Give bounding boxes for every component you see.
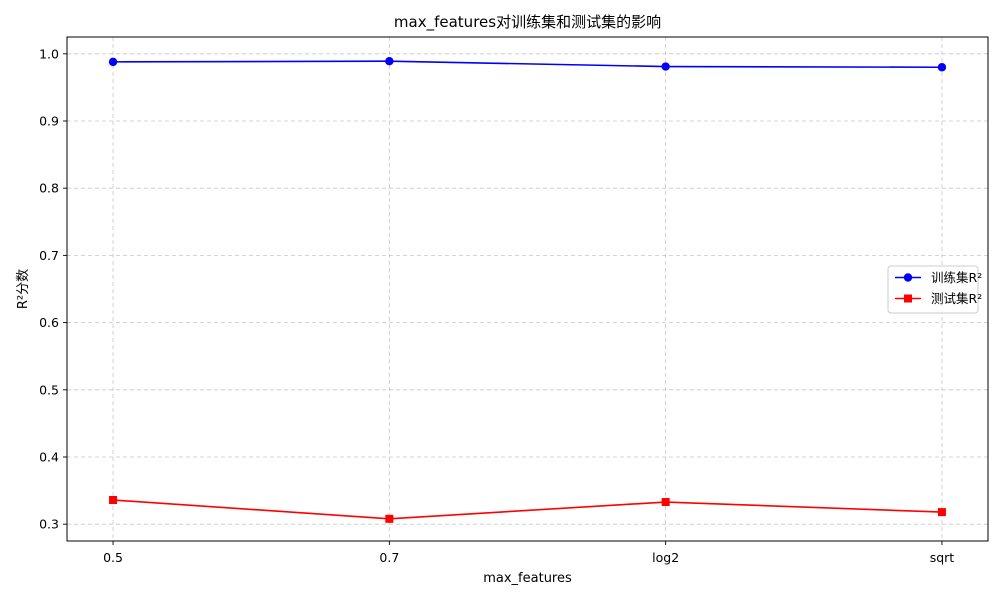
y-tick-label: 0.6 — [39, 315, 59, 330]
series-line-1 — [113, 60, 942, 69]
series-2-point — [385, 514, 394, 523]
y-tick-label: 0.4 — [39, 450, 59, 465]
plot-frame — [66, 36, 989, 542]
series-1-point — [108, 57, 118, 67]
chart-title: max_features对训练集和测试集的影响 — [394, 13, 661, 32]
series-2-point — [661, 498, 670, 507]
y-tick-label: 0.5 — [39, 382, 59, 397]
legend-label-1: 训练集R² — [931, 270, 982, 285]
series-1-point — [937, 63, 947, 72]
legend-label-2: 测试集R² — [931, 291, 982, 306]
y-axis-label: R²分数 — [16, 269, 31, 309]
y-tick-label: 1.0 — [39, 46, 59, 61]
x-tick-label: sqrt — [930, 550, 955, 565]
series-layer — [108, 56, 947, 523]
series-2-point — [937, 508, 946, 517]
tick-layer: 0.5 0.7 log2 sqrt 0.3 0.4 0.5 0.6 0.7 0.8 0.9 1.0 — [39, 46, 954, 565]
series-1-point — [661, 62, 670, 71]
series-line-2 — [112, 499, 942, 520]
legend-items: 训练集R² 测试集R² — [895, 270, 982, 306]
grid-layer — [67, 37, 988, 541]
y-tick-label: 0.8 — [39, 181, 59, 196]
y-tick-label: 0.3 — [39, 517, 59, 532]
legend-marker-1 — [903, 273, 913, 282]
x-tick-label: 0.7 — [379, 550, 399, 565]
x-axis-label: max_features — [483, 571, 572, 586]
legend: 训练集R² 测试集R² — [887, 265, 982, 314]
legend-marker-2 — [904, 294, 912, 303]
x-tick-label: log2 — [652, 550, 679, 565]
y-tick-label: 0.9 — [39, 114, 59, 129]
series-1-point — [385, 56, 394, 66]
y-tick-label: 0.7 — [39, 248, 59, 263]
series-2-point — [109, 496, 118, 505]
x-tick-label: 0.5 — [103, 550, 123, 565]
